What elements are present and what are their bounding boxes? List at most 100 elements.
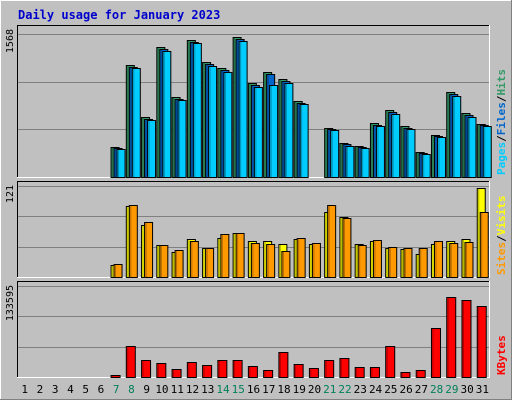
legend-entry: KBytes xyxy=(495,335,508,375)
y-tick-label: 133595 xyxy=(5,285,16,321)
bar-pages-day-17 xyxy=(269,85,279,178)
x-tick-label-day-26: 26 xyxy=(399,383,412,396)
legend-entry: Pages xyxy=(495,142,508,175)
legend-entry: / xyxy=(495,135,508,142)
bar-sites-day-27 xyxy=(418,248,428,278)
bar-pages-day-28 xyxy=(436,137,446,178)
bar-pages-day-23 xyxy=(360,148,370,178)
bar-pages-day-21 xyxy=(330,130,340,178)
x-tick-label-day-6: 6 xyxy=(98,383,105,396)
bar-sites-day-10 xyxy=(159,245,169,278)
bar-sites-day-17 xyxy=(266,244,276,278)
bar-sites-day-8 xyxy=(128,205,138,278)
bar-pages-day-16 xyxy=(253,87,263,178)
x-tick-label-day-17: 17 xyxy=(262,383,275,396)
bar-sites-day-31 xyxy=(479,212,489,278)
plot-area xyxy=(17,281,490,378)
bar-kbytes-day-25 xyxy=(385,346,396,378)
x-tick-label-day-25: 25 xyxy=(384,383,397,396)
x-tick-label-day-18: 18 xyxy=(277,383,290,396)
x-axis-day-labels: 1 2 3 4 5 6 7 8 9 10 11 12 13 14 15 16 17 18 19 20 21 22 23 24 2… xyxy=(21,383,489,396)
x-tick-label-day-2: 2 xyxy=(37,383,44,396)
bar-pages-day-15 xyxy=(238,41,248,178)
bar-sites-day-19 xyxy=(296,238,306,278)
x-tick-label-day-12: 12 xyxy=(186,383,199,396)
bar-sites-day-25 xyxy=(388,247,398,278)
bar-sites-day-14 xyxy=(220,234,230,278)
legend-entry: Visits xyxy=(495,196,508,236)
x-tick-label-day-19: 19 xyxy=(293,383,306,396)
bar-pages-day-29 xyxy=(452,96,462,178)
bar-sites-day-11 xyxy=(174,250,184,278)
panel-kbytes: 133595 KBytes xyxy=(5,281,508,378)
bar-sites-day-7 xyxy=(113,264,123,278)
x-tick-label-day-4: 4 xyxy=(67,383,74,396)
bar-kbytes-day-11 xyxy=(171,369,182,378)
legend-entry: Files xyxy=(495,102,508,135)
x-tick-label-day-30: 30 xyxy=(460,383,473,396)
legend-entry: / xyxy=(495,95,508,102)
x-tick-label-day-5: 5 xyxy=(82,383,89,396)
bar-sites-day-24 xyxy=(372,240,382,278)
bar-pages-day-13 xyxy=(208,66,218,178)
bar-kbytes-day-30 xyxy=(461,300,472,378)
bar-kbytes-day-26 xyxy=(400,372,411,378)
bar-kbytes-day-8 xyxy=(125,346,136,378)
x-tick-label-day-9: 9 xyxy=(143,383,150,396)
bar-sites-day-20 xyxy=(311,243,321,278)
bar-pages-day-14 xyxy=(223,72,233,178)
bar-sites-day-29 xyxy=(449,243,459,278)
bar-kbytes-day-9 xyxy=(141,360,152,378)
bar-sites-day-16 xyxy=(250,243,260,278)
bar-kbytes-day-24 xyxy=(369,367,380,378)
x-tick-label-day-29: 29 xyxy=(445,383,458,396)
bar-sites-day-26 xyxy=(403,248,413,278)
bar-kbytes-day-21 xyxy=(324,360,335,378)
bar-pages-day-7 xyxy=(116,149,126,178)
legend-hits-files-pages: Pages/Files/Hits xyxy=(495,69,508,175)
bar-kbytes-day-31 xyxy=(476,306,487,378)
bar-kbytes-day-23 xyxy=(354,367,365,378)
panel-visits-sites: 121 Sites/Visits xyxy=(5,181,508,278)
bar-pages-day-19 xyxy=(299,104,309,178)
bar-sites-day-13 xyxy=(205,248,215,278)
bar-kbytes-day-10 xyxy=(156,363,167,378)
legend-entry: Hits xyxy=(495,69,508,96)
bar-kbytes-day-18 xyxy=(278,352,289,378)
bar-pages-day-22 xyxy=(345,146,355,178)
bar-kbytes-day-15 xyxy=(232,360,243,378)
x-tick-label-day-11: 11 xyxy=(171,383,184,396)
x-tick-label-day-23: 23 xyxy=(354,383,367,396)
bar-pages-day-26 xyxy=(406,129,416,178)
legend-entry: / xyxy=(495,235,508,242)
bar-sites-day-22 xyxy=(342,218,352,278)
bar-pages-day-18 xyxy=(284,83,294,178)
bar-sites-day-21 xyxy=(327,205,337,278)
x-tick-label-day-20: 20 xyxy=(308,383,321,396)
chart-panels: 1568Pages/Files/Hits121Sites/Visits13359… xyxy=(5,25,508,378)
bar-kbytes-day-19 xyxy=(293,364,304,378)
bar-kbytes-day-22 xyxy=(339,358,350,378)
bar-kbytes-day-12 xyxy=(186,362,197,378)
x-tick-label-day-1: 1 xyxy=(21,383,28,396)
x-tick-label-day-8: 8 xyxy=(128,383,135,396)
bar-sites-day-28 xyxy=(433,241,443,278)
x-tick-label-day-21: 21 xyxy=(323,383,336,396)
bar-kbytes-day-13 xyxy=(202,365,213,378)
x-tick-label-day-28: 28 xyxy=(430,383,443,396)
x-tick-label-day-15: 15 xyxy=(232,383,245,396)
bar-sites-day-15 xyxy=(235,233,245,278)
bar-kbytes-day-17 xyxy=(263,370,274,378)
bar-sites-day-9 xyxy=(144,222,154,278)
bar-sites-day-12 xyxy=(189,241,199,278)
x-tick-label-day-7: 7 xyxy=(113,383,120,396)
legend-visits-sites: Sites/Visits xyxy=(495,196,508,276)
y-tick-label: 1568 xyxy=(5,29,16,53)
x-tick-label-day-10: 10 xyxy=(155,383,168,396)
bar-pages-day-25 xyxy=(391,114,401,178)
x-tick-label-day-3: 3 xyxy=(52,383,59,396)
bar-kbytes-day-27 xyxy=(415,370,426,378)
bar-sites-day-30 xyxy=(464,242,474,278)
